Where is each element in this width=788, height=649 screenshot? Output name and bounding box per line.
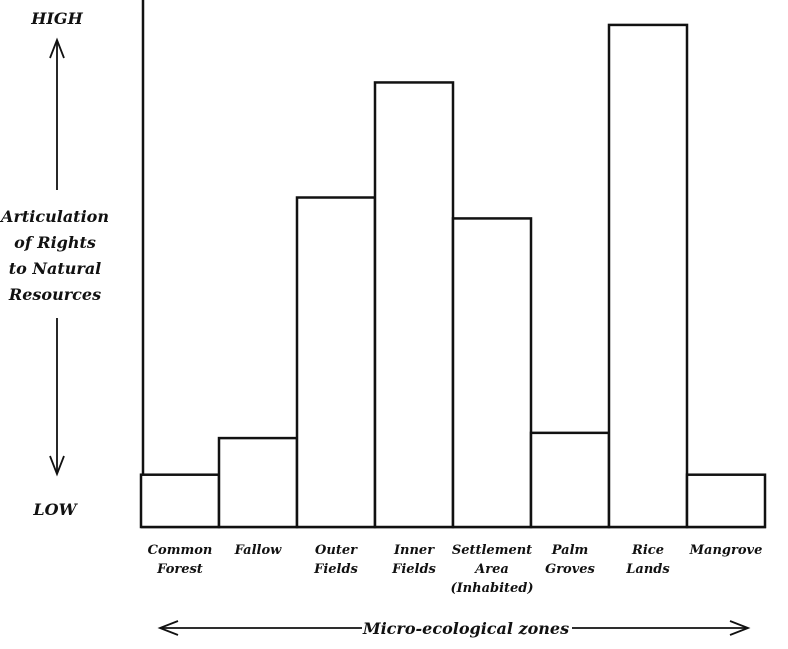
x-arrow-right: [572, 620, 751, 636]
x-axis-label: Micro-ecological zones: [362, 619, 569, 638]
x-tick-label-line: Settlement: [452, 543, 532, 558]
bar-outer-fields: [295, 196, 377, 529]
x-tick-label-line: Rice: [631, 543, 664, 558]
x-tick-label: Mangrove: [689, 543, 763, 558]
y-axis-label: Articulation of Rights to Natural Resources: [0, 207, 109, 304]
x-tick-label-line: Outer: [315, 543, 358, 558]
x-tick-label-line: Fields: [391, 562, 436, 577]
x-tick-label-line: Forest: [156, 562, 203, 577]
bar-mangrove: [685, 473, 767, 529]
x-tick-label-line: Mangrove: [689, 543, 763, 558]
x-tick-label: Fallow: [234, 543, 282, 558]
x-tick-label-line: Palm: [551, 543, 589, 558]
bar-palm-groves: [529, 431, 611, 529]
x-tick-label-line: Fallow: [234, 543, 282, 558]
x-tick-label: Settlement Area (Inhabited): [450, 543, 533, 596]
bar-rice-lands: [607, 23, 689, 529]
y-axis-label-line: to Natural: [9, 259, 102, 278]
x-tick-label-line: (Inhabited): [450, 581, 533, 596]
x-tick-label: Rice Lands: [625, 543, 670, 577]
bar-settlement-area-inhabited: [451, 217, 533, 529]
bars: [139, 23, 767, 529]
x-tick-label: Palm Groves: [545, 543, 595, 577]
x-tick-label: Inner Fields: [391, 543, 436, 577]
x-tick-label-line: Lands: [625, 562, 670, 577]
y-axis-label-line: of Rights: [14, 233, 96, 252]
x-tick-label-line: Fields: [313, 562, 358, 577]
x-tick-labels: Common Forest Fallow Outer Fields Inner Fields…: [148, 543, 763, 596]
x-tick-label-line: Common: [148, 543, 213, 558]
x-tick-label-line: Area: [473, 562, 509, 577]
x-tick-label: Outer Fields: [313, 543, 358, 577]
y-high-label: HIGH: [30, 9, 83, 28]
x-tick-label: Common Forest: [148, 543, 213, 577]
y-axis-label-line: Articulation: [0, 207, 109, 226]
y-axis-label-line: Resources: [8, 285, 101, 304]
y-arrow-down: [49, 318, 65, 477]
bar-inner-fields: [373, 81, 455, 529]
x-tick-label-line: Groves: [545, 562, 595, 577]
x-arrow-left: [157, 620, 362, 636]
y-arrow-up: [49, 37, 65, 190]
bar-fallow: [217, 436, 299, 529]
bar-common-forest: [139, 473, 221, 529]
y-low-label: LOW: [32, 500, 78, 519]
x-tick-label-line: Inner: [393, 543, 435, 558]
